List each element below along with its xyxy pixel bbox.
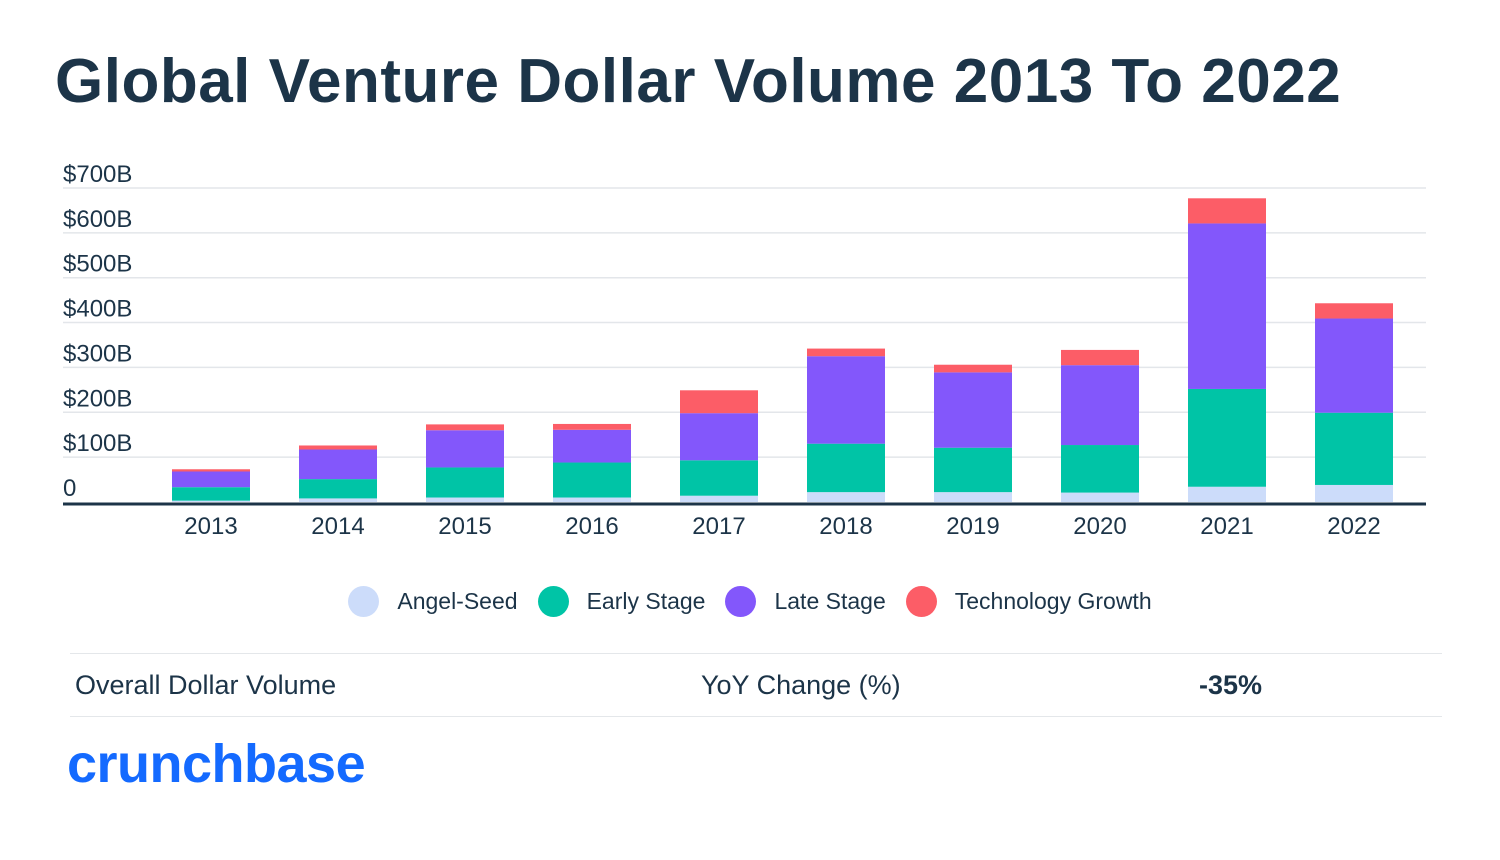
bar-segment-early-stage-2019	[934, 447, 1012, 493]
legend-swatch	[348, 586, 380, 617]
bar-segment-late-stage-2022	[1315, 318, 1393, 413]
y-tick-label: $600B	[63, 206, 132, 233]
bar-segment-early-stage-2016	[553, 462, 631, 498]
legend-item-early-stage: Early Stage	[537, 586, 706, 617]
summary-row: Overall Dollar Volume YoY Change (%) -35…	[70, 653, 1442, 717]
bar-segment-late-stage-2014	[299, 449, 377, 480]
legend-label: Technology Growth	[954, 588, 1152, 614]
bar-segment-technology-growth-2022	[1315, 303, 1393, 319]
y-tick-label: $500B	[63, 251, 132, 278]
bar-segment-technology-growth-2014	[299, 445, 377, 450]
bar-segment-late-stage-2016	[553, 429, 631, 463]
y-tick-label: $200B	[63, 385, 132, 412]
summary-label: Overall Dollar Volume	[75, 670, 337, 700]
bar-segment-technology-growth-2019	[934, 364, 1012, 373]
x-tick-label: 2022	[1327, 513, 1380, 540]
bar-segment-angel-seed-2014	[299, 498, 377, 502]
bar-segment-technology-growth-2018	[807, 348, 885, 357]
bar-segment-early-stage-2022	[1315, 412, 1393, 485]
legend-swatch	[537, 586, 569, 617]
bar-segment-technology-growth-2016	[553, 423, 631, 430]
x-tick-label: 2020	[1073, 513, 1126, 540]
x-tick-label: 2021	[1200, 513, 1253, 540]
bar-segment-angel-seed-2016	[553, 497, 631, 502]
legend: Angel-Seed Early Stage Late Stage Technolog…	[0, 586, 1500, 617]
bar-segment-early-stage-2014	[299, 479, 377, 499]
bar-segment-technology-growth-2017	[680, 390, 758, 414]
bar-segment-early-stage-2018	[807, 443, 885, 493]
bar-segment-late-stage-2021	[1188, 223, 1266, 389]
bar-segment-early-stage-2013	[172, 487, 250, 501]
bar-segment-late-stage-2020	[1061, 365, 1139, 446]
bar-segment-early-stage-2021	[1188, 388, 1266, 487]
y-tick-label: $400B	[63, 296, 132, 323]
bar-segment-early-stage-2017	[680, 460, 758, 496]
bar-segment-late-stage-2018	[807, 356, 885, 444]
y-axis-ticks: 0 $100B $200B $300B $400B $500B $600B $700B	[63, 161, 132, 502]
bar-segment-late-stage-2013	[172, 471, 250, 488]
bar-segment-technology-growth-2013	[172, 469, 250, 472]
summary-metric-label: YoY Change (%)	[701, 670, 901, 700]
legend-item-angel-seed: Angel-Seed	[348, 586, 518, 617]
bar-segment-angel-seed-2019	[934, 492, 1012, 502]
bar-segment-angel-seed-2021	[1188, 486, 1266, 502]
bar-segment-technology-growth-2021	[1188, 198, 1266, 224]
legend-item-technology-growth: Technology Growth	[905, 586, 1152, 617]
bar-segment-angel-seed-2013	[172, 500, 250, 502]
bar-segment-late-stage-2019	[934, 372, 1012, 448]
x-tick-label: 2018	[819, 513, 872, 540]
legend-swatch	[905, 586, 937, 617]
bar-segment-angel-seed-2018	[807, 492, 885, 502]
bars	[172, 198, 1393, 502]
legend-item-late-stage: Late Stage	[725, 586, 886, 617]
bar-segment-angel-seed-2015	[426, 497, 504, 502]
legend-label: Angel-Seed	[397, 588, 518, 614]
x-tick-label: 2017	[692, 513, 745, 540]
x-axis-ticks: 2013 2014 2015 2016 2017 2018 2019 2020 2021 2022	[184, 513, 1380, 540]
x-tick-label: 2014	[311, 513, 364, 540]
chart-title: Global Venture Dollar Volume 2013 To 202…	[55, 47, 1342, 116]
legend-swatch	[725, 586, 757, 617]
y-tick-label: $100B	[63, 430, 132, 457]
bar-segment-angel-seed-2022	[1315, 484, 1393, 502]
y-tick-label: $300B	[63, 340, 132, 367]
legend-label: Late Stage	[774, 588, 886, 614]
crunchbase-logo: crunchbase	[67, 734, 366, 794]
bar-segment-technology-growth-2015	[426, 424, 504, 431]
x-tick-label: 2019	[946, 513, 999, 540]
y-tick-label: $700B	[63, 161, 132, 188]
bar-segment-early-stage-2015	[426, 467, 504, 498]
stacked-bar-chart: 0 $100B $200B $300B $400B $500B $600B $700B 201…	[63, 161, 1426, 540]
bar-segment-early-stage-2020	[1061, 445, 1139, 493]
x-tick-label: 2015	[438, 513, 491, 540]
bar-segment-technology-growth-2020	[1061, 349, 1139, 366]
bar-segment-late-stage-2017	[680, 413, 758, 461]
bar-segment-angel-seed-2017	[680, 495, 758, 502]
summary-yoy-value: -35%	[1199, 670, 1263, 700]
legend-label: Early Stage	[586, 588, 706, 614]
y-tick-label: 0	[63, 475, 76, 502]
x-tick-label: 2013	[184, 513, 237, 540]
x-tick-label: 2016	[565, 513, 618, 540]
bar-segment-angel-seed-2020	[1061, 492, 1139, 502]
bar-segment-late-stage-2015	[426, 430, 504, 468]
